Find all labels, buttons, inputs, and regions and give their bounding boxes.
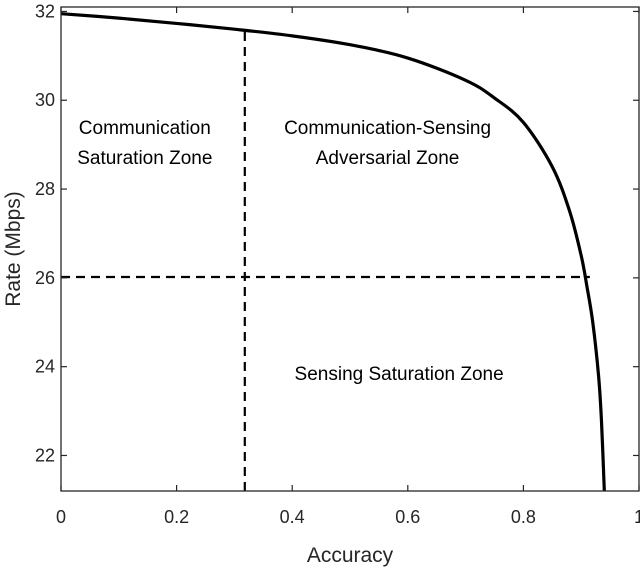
plot-area-frame [60, 6, 640, 492]
tick-labels: 0 0.2 0.4 0.6 0.8 1 22 24 26 28 30 32 [35, 1, 640, 527]
y-tick-label: 24 [35, 357, 55, 377]
zone-annotation: Communication-Sensing Adversarial Zone [284, 118, 491, 169]
zone-annotation-line: Saturation Zone [77, 148, 212, 169]
zone-annotation-line: Communication [79, 118, 211, 139]
y-axis-title: Rate (Mbps) [2, 191, 25, 307]
zone-annotation-line: Sensing Saturation Zone [295, 364, 504, 385]
zone-annotation: Communication Saturation Zone [77, 118, 212, 169]
data-lines [60, 12, 606, 492]
y-tick-label: 28 [35, 179, 55, 199]
x-tick-label: 0.4 [280, 507, 305, 527]
axis-ticks [60, 7, 640, 491]
zone-annotation: Sensing Saturation Zone [295, 364, 504, 385]
zone-annotation-line: Communication-Sensing [284, 118, 491, 139]
zone-labels: Communication Saturation ZoneCommunicatio… [77, 118, 503, 385]
x-tick-label: 0.2 [164, 507, 189, 527]
x-tick-label: 0.8 [511, 507, 536, 527]
series-line-0 [60, 12, 606, 492]
x-tick-label: 1 [634, 507, 640, 527]
x-tick-label: 0 [56, 507, 66, 527]
y-tick-label: 26 [35, 268, 55, 288]
x-tick-label: 0.6 [395, 507, 420, 527]
zone-annotation-line: Adversarial Zone [316, 148, 460, 169]
y-tick-label: 32 [35, 1, 55, 21]
x-axis-title: Accuracy [307, 544, 394, 567]
y-tick-label: 22 [35, 445, 55, 465]
y-tick-label: 30 [35, 90, 55, 110]
